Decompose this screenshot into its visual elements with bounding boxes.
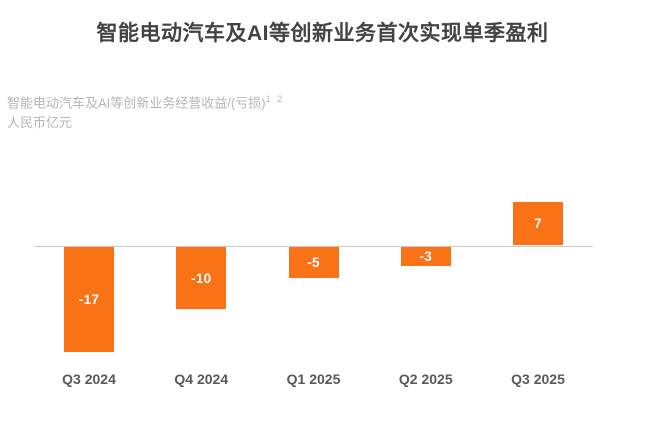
bar-q3-2025: 7 [513, 202, 563, 246]
subtitle-metric-text: 智能电动汽车及AI等创新业务经营收益/(亏损) [7, 95, 266, 111]
x-tick-label-q3-2024: Q3 2024 [62, 371, 116, 387]
x-tick-label-q1-2025: Q1 2025 [286, 371, 341, 387]
footnote-reference-marks: 1 2 [265, 94, 285, 104]
zero-axis-line [34, 245, 593, 247]
bar-value-label: -17 [78, 292, 100, 308]
bar-value-label: -3 [419, 248, 433, 264]
bar-q4-2024: -10 [176, 247, 227, 309]
bar-value-label: 7 [534, 216, 542, 232]
x-tick-label-q4-2024: Q4 2024 [174, 371, 229, 387]
chart-subtitle: 智能电动汽车及AI等创新业务经营收益/(亏损)1 2 人民币亿元 [7, 89, 284, 133]
bar-value-label: -10 [191, 270, 212, 286]
bar-q3-2024: -17 [64, 247, 114, 353]
x-tick-label-q2-2025: Q2 2025 [398, 371, 453, 387]
bar-value-label: -5 [307, 255, 320, 270]
chart-title: 智能电动汽车及AI等创新业务首次实现单季盈利 [96, 22, 549, 45]
bar-q2-2025: -3 [400, 247, 451, 266]
x-tick-label-q3-2025: Q3 2025 [511, 371, 565, 387]
subtitle-unit-line: 人民币亿元 [7, 115, 73, 131]
bar-q1-2025: -5 [288, 247, 339, 278]
subtitle-metric-line: 智能电动汽车及AI等创新业务经营收益/(亏损)1 2 [7, 89, 284, 113]
